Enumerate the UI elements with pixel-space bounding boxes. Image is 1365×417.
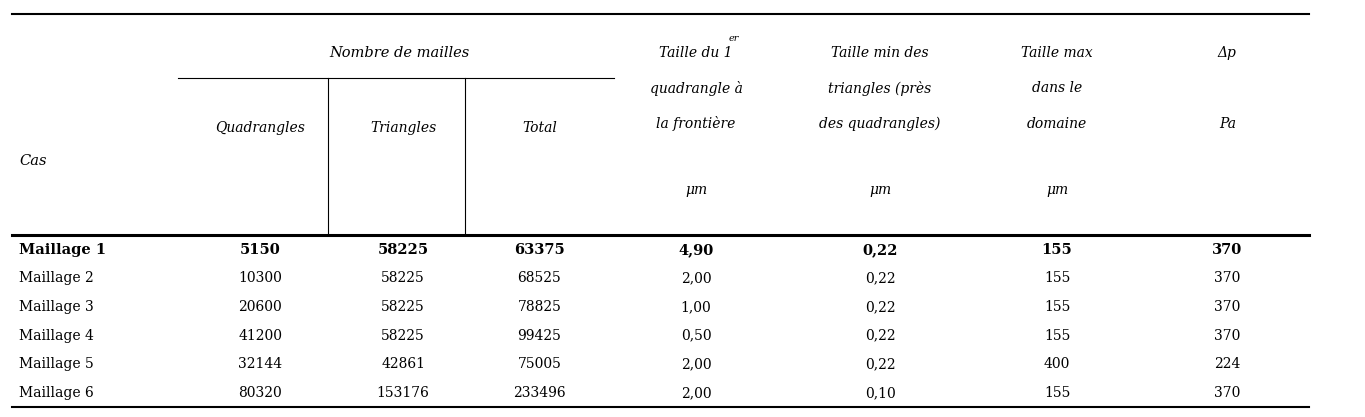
Text: 75005: 75005 bbox=[517, 357, 561, 372]
Text: Δp: Δp bbox=[1218, 46, 1237, 60]
Text: 58225: 58225 bbox=[381, 329, 425, 343]
Text: 370: 370 bbox=[1215, 386, 1241, 400]
Text: 20600: 20600 bbox=[239, 300, 283, 314]
Text: Taille du 1: Taille du 1 bbox=[659, 46, 733, 60]
Text: Pa: Pa bbox=[1219, 117, 1235, 131]
Text: 0,10: 0,10 bbox=[864, 386, 895, 400]
Text: Maillage 2: Maillage 2 bbox=[19, 271, 94, 285]
Text: 400: 400 bbox=[1044, 357, 1070, 372]
Text: Triangles: Triangles bbox=[370, 121, 437, 135]
Text: 10300: 10300 bbox=[239, 271, 283, 285]
Text: 0,22: 0,22 bbox=[864, 271, 895, 285]
Text: 58225: 58225 bbox=[378, 243, 429, 257]
Text: 2,00: 2,00 bbox=[681, 386, 711, 400]
Text: 155: 155 bbox=[1044, 271, 1070, 285]
Text: 1,00: 1,00 bbox=[681, 300, 711, 314]
Text: er: er bbox=[729, 34, 740, 43]
Text: 58225: 58225 bbox=[381, 300, 425, 314]
Text: 5150: 5150 bbox=[240, 243, 281, 257]
Text: μm: μm bbox=[1046, 183, 1069, 197]
Text: 4,90: 4,90 bbox=[678, 243, 714, 257]
Text: Cas: Cas bbox=[19, 154, 46, 168]
Text: Maillage 3: Maillage 3 bbox=[19, 300, 94, 314]
Text: 99425: 99425 bbox=[517, 329, 561, 343]
Text: 42861: 42861 bbox=[381, 357, 426, 372]
Text: Taille max: Taille max bbox=[1021, 46, 1093, 60]
Text: Maillage 5: Maillage 5 bbox=[19, 357, 94, 372]
Text: dans le: dans le bbox=[1032, 81, 1082, 95]
Text: domaine: domaine bbox=[1026, 117, 1088, 131]
Text: 41200: 41200 bbox=[239, 329, 283, 343]
Text: triangles (près: triangles (près bbox=[829, 81, 932, 96]
Text: 153176: 153176 bbox=[377, 386, 430, 400]
Text: 63375: 63375 bbox=[515, 243, 565, 257]
Text: 370: 370 bbox=[1215, 271, 1241, 285]
Text: 370: 370 bbox=[1215, 300, 1241, 314]
Text: 0,22: 0,22 bbox=[863, 243, 898, 257]
Text: quadrangle à: quadrangle à bbox=[650, 81, 743, 96]
Text: μm: μm bbox=[685, 183, 707, 197]
Text: Taille min des: Taille min des bbox=[831, 46, 928, 60]
Text: 155: 155 bbox=[1041, 243, 1073, 257]
Text: 80320: 80320 bbox=[239, 386, 283, 400]
Text: 0,22: 0,22 bbox=[864, 329, 895, 343]
Text: μm: μm bbox=[870, 183, 891, 197]
Text: 0,50: 0,50 bbox=[681, 329, 711, 343]
Text: Nombre de mailles: Nombre de mailles bbox=[330, 46, 470, 60]
Text: Maillage 4: Maillage 4 bbox=[19, 329, 94, 343]
Text: 58225: 58225 bbox=[381, 271, 425, 285]
Text: 155: 155 bbox=[1044, 386, 1070, 400]
Text: 78825: 78825 bbox=[517, 300, 561, 314]
Text: Maillage 1: Maillage 1 bbox=[19, 243, 106, 257]
Text: 155: 155 bbox=[1044, 300, 1070, 314]
Text: 155: 155 bbox=[1044, 329, 1070, 343]
Text: 0,22: 0,22 bbox=[864, 357, 895, 372]
Text: 32144: 32144 bbox=[238, 357, 283, 372]
Text: 68525: 68525 bbox=[517, 271, 561, 285]
Text: Total: Total bbox=[521, 121, 557, 135]
Text: 2,00: 2,00 bbox=[681, 357, 711, 372]
Text: 224: 224 bbox=[1215, 357, 1241, 372]
Text: Maillage 6: Maillage 6 bbox=[19, 386, 94, 400]
Text: la frontière: la frontière bbox=[657, 116, 736, 131]
Text: des quadrangles): des quadrangles) bbox=[819, 116, 940, 131]
Text: Quadrangles: Quadrangles bbox=[216, 121, 306, 135]
Text: 0,22: 0,22 bbox=[864, 300, 895, 314]
Text: 2,00: 2,00 bbox=[681, 271, 711, 285]
Text: 370: 370 bbox=[1215, 329, 1241, 343]
Text: 370: 370 bbox=[1212, 243, 1242, 257]
Text: 233496: 233496 bbox=[513, 386, 565, 400]
